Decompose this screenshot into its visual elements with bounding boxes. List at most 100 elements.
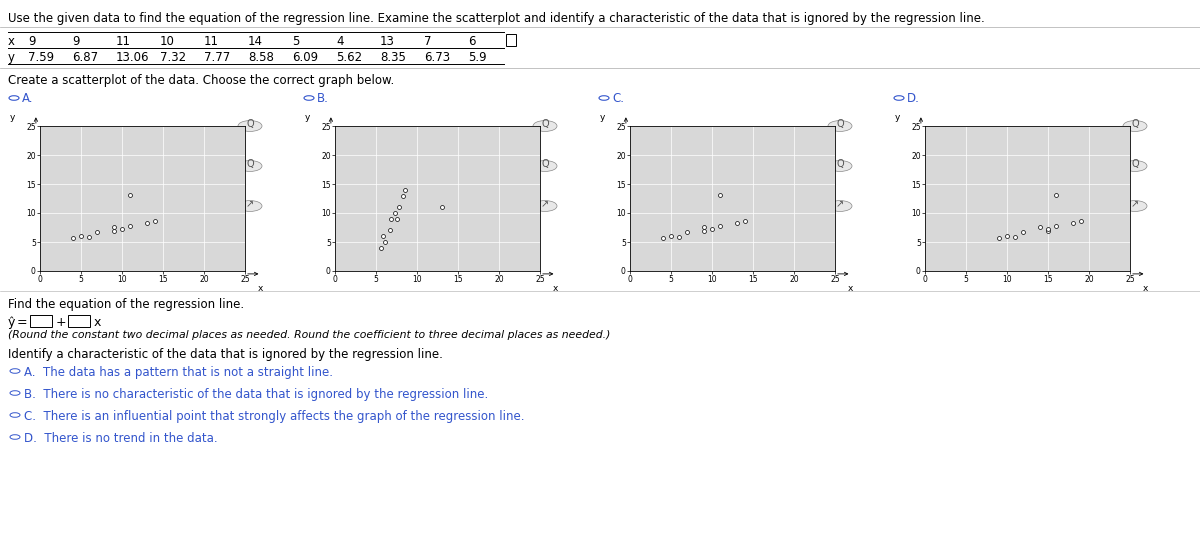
Text: 11: 11 <box>116 35 131 48</box>
Text: D.: D. <box>907 92 920 105</box>
Text: ↗: ↗ <box>1130 199 1139 209</box>
Text: Find the equation of the regression line.: Find the equation of the regression line… <box>8 298 244 311</box>
Circle shape <box>533 160 557 171</box>
Text: x: x <box>94 316 101 329</box>
Text: B.: B. <box>317 92 329 105</box>
Text: 6: 6 <box>468 35 475 48</box>
Text: 11: 11 <box>204 35 220 48</box>
Text: 13.06: 13.06 <box>116 51 150 64</box>
Text: 9: 9 <box>28 35 36 48</box>
Point <box>88 227 107 236</box>
Circle shape <box>828 201 852 212</box>
Point <box>653 234 672 243</box>
Point <box>1030 222 1049 231</box>
Bar <box>68 315 90 327</box>
Text: x: x <box>1142 284 1147 293</box>
Text: A.  The data has a pattern that is not a straight line.: A. The data has a pattern that is not a … <box>24 366 334 379</box>
Point <box>72 231 91 240</box>
Point <box>727 218 746 227</box>
Point <box>145 217 164 226</box>
Point <box>997 231 1016 240</box>
Circle shape <box>1123 201 1147 212</box>
Text: Q: Q <box>541 119 548 129</box>
Text: 6.09: 6.09 <box>292 51 318 64</box>
Point <box>678 227 697 236</box>
FancyBboxPatch shape <box>506 34 516 46</box>
Point <box>1072 217 1091 226</box>
Point <box>1046 191 1066 200</box>
Point <box>432 203 451 212</box>
Point <box>104 222 124 231</box>
Text: =: = <box>17 316 28 329</box>
Text: (Round the constant two decimal places as needed. Round the coefficient to three: (Round the constant two decimal places a… <box>8 330 611 340</box>
Point <box>372 244 391 252</box>
Point <box>64 234 83 243</box>
Point <box>396 186 415 194</box>
Point <box>710 191 730 200</box>
Point <box>661 231 680 240</box>
Text: Q: Q <box>836 159 844 169</box>
Text: 6.73: 6.73 <box>424 51 450 64</box>
Text: 7.59: 7.59 <box>28 51 54 64</box>
Text: 5: 5 <box>292 35 299 48</box>
Circle shape <box>238 121 262 132</box>
Text: ŷ: ŷ <box>8 316 16 329</box>
Circle shape <box>238 201 262 212</box>
Text: C.: C. <box>612 92 624 105</box>
Text: x: x <box>257 284 263 293</box>
Text: Q: Q <box>246 159 254 169</box>
Point <box>385 209 404 218</box>
Text: x: x <box>552 284 558 293</box>
Point <box>1038 227 1057 236</box>
Point <box>137 218 156 227</box>
Point <box>1014 227 1033 236</box>
Point <box>670 232 689 241</box>
Text: y: y <box>8 51 14 64</box>
Point <box>120 221 139 230</box>
Text: Q: Q <box>1132 119 1139 129</box>
Text: 7.77: 7.77 <box>204 51 230 64</box>
Text: ↗: ↗ <box>246 199 254 209</box>
Text: 5.62: 5.62 <box>336 51 362 64</box>
Text: 7.32: 7.32 <box>160 51 186 64</box>
Text: ↗: ↗ <box>541 199 550 209</box>
Text: 5.9: 5.9 <box>468 51 487 64</box>
Text: x: x <box>847 284 853 293</box>
Point <box>380 226 400 235</box>
Text: 14: 14 <box>248 35 263 48</box>
Circle shape <box>828 160 852 171</box>
Text: Q: Q <box>836 119 844 129</box>
Text: B.  There is no characteristic of the data that is ignored by the regression lin: B. There is no characteristic of the dat… <box>24 388 488 401</box>
Point <box>389 203 408 212</box>
Point <box>1063 218 1082 227</box>
Text: x: x <box>8 35 14 48</box>
Text: 4: 4 <box>336 35 343 48</box>
Point <box>694 222 713 231</box>
Point <box>120 191 139 200</box>
Text: 13: 13 <box>380 35 395 48</box>
Text: Q: Q <box>541 159 548 169</box>
Point <box>702 224 721 233</box>
Circle shape <box>238 160 262 171</box>
Text: A.: A. <box>22 92 34 105</box>
Circle shape <box>1123 121 1147 132</box>
Text: ↗: ↗ <box>836 199 844 209</box>
Point <box>388 214 407 223</box>
Point <box>1038 224 1057 233</box>
Point <box>710 221 730 230</box>
Circle shape <box>533 201 557 212</box>
Text: Create a scatterplot of the data. Choose the correct graph below.: Create a scatterplot of the data. Choose… <box>8 74 395 87</box>
Point <box>1046 221 1066 230</box>
Text: Q: Q <box>246 119 254 129</box>
Text: y: y <box>599 113 605 122</box>
Text: y: y <box>305 113 310 122</box>
Point <box>989 234 1008 243</box>
Circle shape <box>533 121 557 132</box>
Text: Use the given data to find the equation of the regression line. Examine the scat: Use the given data to find the equation … <box>8 12 985 25</box>
Text: C.  There is an influential point that strongly affects the graph of the regress: C. There is an influential point that st… <box>24 410 524 423</box>
Text: 9: 9 <box>72 35 79 48</box>
Point <box>382 214 401 223</box>
Bar <box>30 315 52 327</box>
Text: y: y <box>10 113 14 122</box>
Circle shape <box>828 121 852 132</box>
